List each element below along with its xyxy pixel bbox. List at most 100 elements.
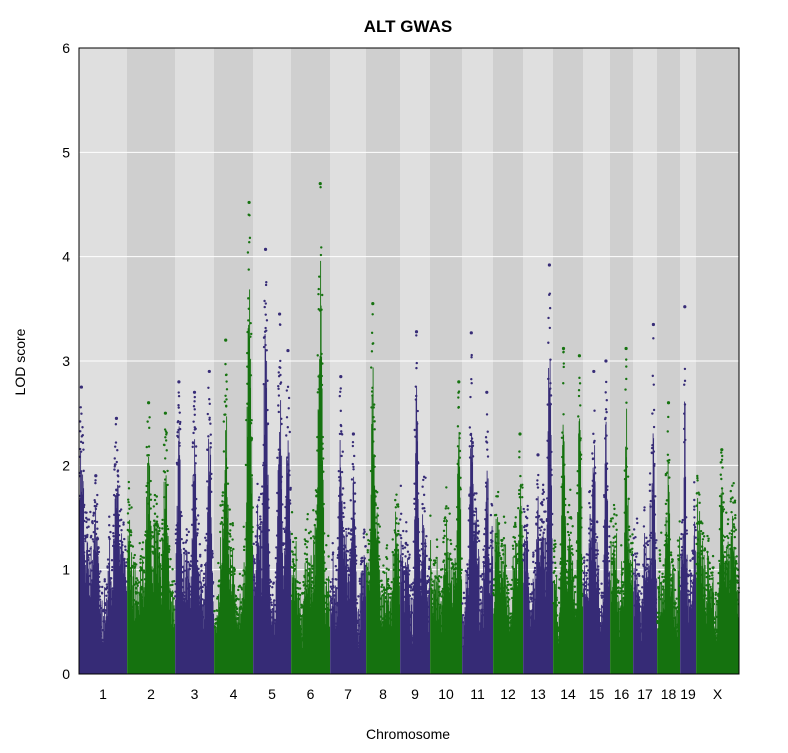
lod-column — [128, 544, 130, 674]
snp-point — [552, 555, 556, 559]
lod-column — [418, 517, 420, 674]
x-tick-label: 16 — [614, 686, 630, 702]
lod-column — [384, 618, 386, 674]
snp-point — [492, 589, 495, 592]
lod-column — [170, 593, 172, 674]
snp-point — [595, 535, 599, 539]
lod-column — [294, 600, 296, 674]
snp-point — [171, 568, 174, 571]
snp-point — [361, 556, 364, 560]
snp-point — [253, 558, 256, 561]
lod-column — [461, 579, 463, 674]
snp-point — [208, 397, 211, 401]
snp-point — [224, 413, 227, 416]
lod-column — [418, 557, 420, 674]
lod-column — [223, 538, 225, 674]
lod-column — [92, 559, 94, 674]
lod-column — [167, 543, 169, 674]
lod-column — [397, 553, 399, 674]
lod-column — [322, 460, 324, 674]
snp-point — [292, 558, 295, 561]
snp-point — [527, 582, 531, 586]
lod-column — [553, 603, 555, 674]
lod-column — [406, 567, 408, 674]
snp-point — [336, 536, 340, 540]
snp-point — [610, 557, 614, 560]
snp-point — [268, 551, 271, 554]
snp-point — [374, 503, 377, 507]
snp-point — [118, 510, 122, 513]
snp-point — [537, 514, 541, 518]
lod-column — [378, 584, 380, 674]
lod-column — [540, 555, 542, 674]
snp-point — [325, 578, 329, 581]
snp-point — [535, 522, 538, 525]
snp-point — [234, 594, 238, 598]
lod-column — [132, 610, 134, 674]
lod-column — [390, 608, 392, 674]
lod-column — [466, 587, 468, 674]
lod-column — [511, 624, 513, 674]
lod-column — [215, 634, 217, 674]
snp-point — [473, 498, 477, 501]
lod-column — [578, 433, 580, 674]
snp-point — [99, 570, 102, 573]
snp-point — [558, 578, 561, 581]
lod-column — [428, 588, 430, 674]
snp-point — [285, 434, 288, 437]
snp-point — [105, 594, 108, 597]
lod-column — [685, 558, 687, 674]
snp-point — [321, 442, 324, 445]
snp-point — [259, 515, 262, 518]
snp-point — [444, 507, 447, 510]
lod-column — [642, 606, 644, 674]
lod-column — [587, 597, 589, 674]
x-tick-label: 11 — [470, 686, 485, 702]
snp-point — [79, 440, 83, 444]
snp-point — [726, 518, 730, 521]
snp-point — [292, 553, 295, 556]
snp-point — [424, 476, 427, 479]
lod-column — [287, 473, 289, 674]
lod-column — [681, 552, 683, 674]
lod-column — [302, 614, 304, 674]
snp-point — [496, 490, 500, 494]
snp-point — [264, 313, 267, 316]
lod-column — [203, 598, 205, 674]
peak-point — [192, 390, 197, 394]
snp-point — [97, 550, 101, 554]
lod-column — [344, 536, 346, 674]
snp-point — [93, 500, 97, 504]
lod-column — [443, 574, 445, 674]
lod-column — [363, 555, 365, 674]
lod-column — [699, 558, 701, 674]
snp-point — [480, 574, 483, 578]
snp-point — [193, 408, 196, 411]
snp-point — [637, 583, 640, 587]
snp-point — [354, 562, 358, 565]
snp-point — [421, 485, 424, 488]
snp-point — [442, 536, 445, 540]
lod-column — [580, 487, 582, 674]
snp-point — [475, 540, 479, 544]
snp-point — [489, 513, 493, 517]
snp-point — [263, 305, 266, 309]
snp-point — [714, 593, 717, 596]
snp-point — [489, 562, 492, 566]
lod-column — [140, 590, 142, 674]
lod-column — [300, 640, 302, 674]
snp-point — [594, 540, 597, 544]
lod-column — [271, 624, 273, 674]
snp-point — [522, 507, 525, 511]
snp-point — [526, 549, 530, 552]
lod-column — [668, 484, 670, 674]
lod-column — [464, 625, 466, 674]
lod-column — [710, 607, 712, 674]
lod-column — [112, 589, 114, 674]
lod-column — [624, 532, 626, 674]
snp-point — [166, 527, 170, 531]
lod-column — [356, 607, 358, 674]
lod-column — [561, 515, 563, 674]
lod-column — [657, 628, 659, 674]
snp-point — [130, 564, 134, 568]
